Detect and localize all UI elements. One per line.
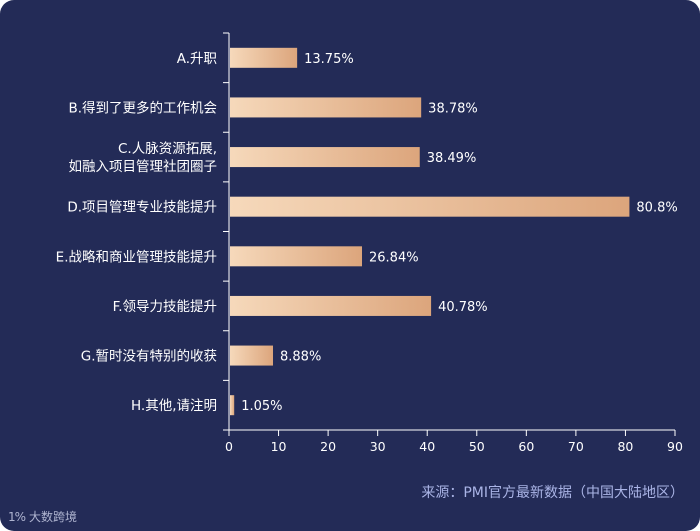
value-label: 40.78% — [438, 300, 488, 315]
value-label: 1.05% — [241, 399, 282, 414]
bar — [230, 97, 422, 118]
bar — [230, 147, 420, 168]
watermark-logo-icon: 1% — [8, 509, 26, 524]
value-label: 80.8% — [636, 201, 677, 216]
bar — [230, 295, 432, 316]
x-tick-label: 0 — [225, 439, 233, 454]
watermark-text: 大数跨境 — [29, 510, 78, 524]
x-tick-label: 70 — [568, 439, 584, 454]
bar — [230, 196, 630, 217]
category-label: B.得到了更多的工作机会 — [68, 99, 217, 116]
bar-chart: 0 10 20 30 40 50 60 70 80 90 13.75% A.升职 38.78% B.得到了… — [56, 32, 683, 454]
value-label: 26.84% — [369, 250, 419, 265]
bar — [230, 246, 363, 267]
bar — [230, 345, 274, 366]
category-label: H.其他,请注明 — [131, 398, 217, 414]
category-label: E.战略和商业管理技能提升 — [56, 249, 217, 265]
value-label: 38.49% — [427, 151, 477, 166]
x-tick-label: 80 — [617, 439, 633, 454]
x-tick-label: 90 — [667, 439, 683, 454]
category-label: D.项目管理专业技能提升 — [67, 200, 217, 216]
category-label: A.升职 — [177, 51, 217, 67]
x-tick-label: 10 — [271, 439, 287, 454]
x-tick-label: 30 — [370, 439, 386, 454]
source-note: 来源：PMI官方最新数据（中国大陆地区） — [421, 485, 684, 501]
bar — [230, 47, 298, 68]
x-tick-label: 20 — [320, 439, 336, 454]
value-label: 8.88% — [280, 350, 321, 365]
category-label: 如融入项目管理社团圈子 — [69, 159, 218, 175]
bar — [230, 395, 235, 416]
value-label: 13.75% — [304, 52, 354, 67]
category-label: F.领导力技能提升 — [113, 299, 217, 315]
x-tick-label: 50 — [469, 439, 485, 454]
x-tick-label: 40 — [419, 439, 435, 454]
x-tick-label: 60 — [518, 439, 534, 454]
watermark: 1% 大数跨境 — [8, 508, 77, 525]
category-label: C.人脉资源拓展, — [118, 141, 217, 157]
value-label: 38.78% — [428, 101, 478, 116]
category-label: G.暂时没有特别的收获 — [81, 349, 217, 365]
